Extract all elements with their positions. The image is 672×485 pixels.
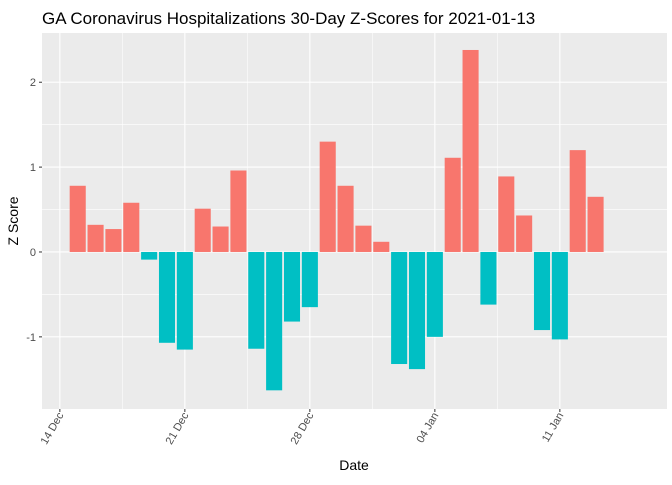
bar — [87, 224, 104, 252]
bar — [283, 251, 301, 322]
bar — [319, 141, 336, 252]
bar — [444, 157, 461, 252]
bar — [533, 251, 551, 331]
bar — [337, 185, 354, 252]
bar — [230, 170, 247, 252]
bar — [569, 150, 586, 252]
plot-panel — [42, 33, 667, 409]
bars — [69, 49, 604, 391]
bar — [301, 251, 318, 308]
x-tick-label: 14 Dec — [39, 410, 67, 447]
bar — [248, 251, 265, 349]
bar — [158, 251, 176, 343]
bar — [516, 215, 533, 252]
bar — [462, 49, 479, 252]
y-tick-label: -1 — [26, 332, 36, 344]
x-tick-label: 11 Jan — [540, 411, 567, 445]
bar — [391, 251, 408, 365]
x-tick-label: 04 Jan — [415, 411, 442, 446]
bar — [212, 226, 229, 252]
y-tick-label: 2 — [30, 77, 36, 89]
bar — [355, 225, 372, 252]
bar — [587, 196, 604, 252]
bar — [373, 241, 390, 252]
x-tick-label: 21 Dec — [164, 410, 192, 447]
bar — [408, 251, 426, 370]
bar — [498, 176, 515, 252]
y-tick-label: 1 — [30, 162, 36, 174]
bar — [426, 251, 443, 337]
bar — [141, 251, 158, 260]
bar — [105, 229, 122, 252]
bar — [194, 208, 211, 252]
x-axis-label: Date — [339, 457, 369, 473]
bar — [551, 251, 568, 340]
bar — [69, 185, 86, 252]
bar — [123, 202, 140, 252]
y-axis-label: Z Score — [5, 196, 21, 245]
bar — [480, 251, 497, 305]
bar — [176, 251, 193, 350]
y-tick-label: 0 — [30, 247, 36, 259]
chart-title: GA Coronavirus Hospitalizations 30-Day Z… — [42, 9, 535, 28]
bar — [266, 251, 283, 391]
x-tick-label: 28 Dec — [289, 410, 317, 447]
